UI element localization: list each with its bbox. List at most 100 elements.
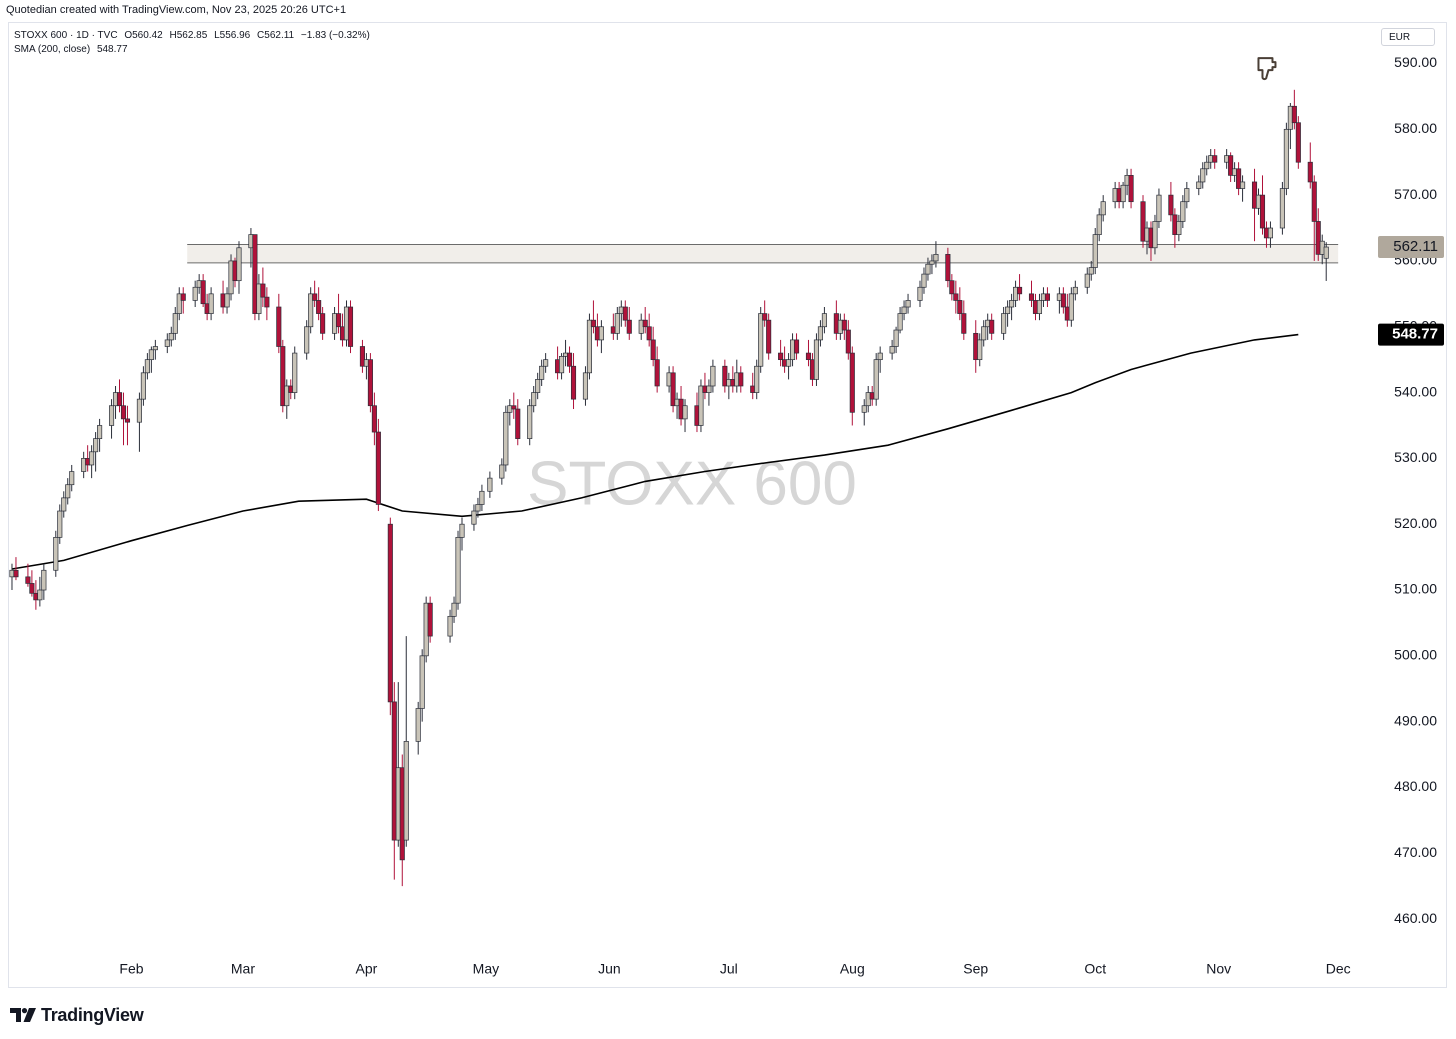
candle — [347, 300, 354, 354]
y-tick-label: 530.00 — [1394, 449, 1437, 465]
resistance-zone-layer — [187, 243, 1339, 264]
candle — [1267, 221, 1274, 248]
tradingview-brand[interactable]: TradingView — [10, 1004, 144, 1026]
candle-body — [120, 405, 127, 420]
candle — [893, 326, 899, 354]
candle — [451, 596, 457, 623]
candle — [849, 346, 855, 426]
candle-body — [543, 359, 549, 367]
candle-body — [320, 313, 326, 334]
candle — [69, 464, 75, 492]
candle-body — [29, 583, 35, 594]
candle — [312, 280, 318, 308]
candle-body — [292, 352, 298, 393]
candle-body — [503, 411, 509, 466]
candle-body — [590, 319, 596, 328]
candle — [598, 320, 604, 354]
candle-body — [308, 293, 314, 328]
candle-body — [889, 346, 895, 354]
candle-body — [698, 385, 704, 426]
candle — [459, 517, 465, 551]
candle-body — [37, 589, 43, 601]
y-tick-label: 510.00 — [1394, 581, 1437, 597]
legend-sma-row: SMA (200, close) 548.77 — [14, 43, 374, 57]
candle-body — [69, 471, 75, 486]
candle-body — [1005, 306, 1011, 314]
candle — [543, 353, 549, 373]
candle — [375, 418, 381, 512]
candle-body — [566, 352, 573, 367]
y-axis[interactable]: 590.00580.00570.00560.00550.00540.00530.… — [1394, 54, 1437, 926]
candle-body — [805, 352, 812, 361]
candle — [626, 307, 632, 340]
candle-body — [1140, 201, 1146, 242]
candle-body — [1176, 221, 1182, 235]
candle-body — [905, 300, 911, 308]
candle-body — [945, 254, 951, 282]
candle-body — [144, 359, 150, 374]
y-tick-label: 520.00 — [1394, 515, 1437, 531]
currency-selector[interactable]: EUR — [1381, 28, 1435, 46]
candle-body — [539, 365, 545, 380]
candle — [845, 320, 851, 360]
legend-sma-label[interactable]: SMA (200, close) — [14, 44, 91, 55]
candlestick-chart[interactable]: STOXX 600 590.00580.00570.00560.00550.00… — [0, 0, 1456, 1000]
candle — [487, 471, 493, 498]
candle-body — [1228, 155, 1234, 176]
x-axis[interactable]: Feb Mar Apr May Jun Jul Aug Sep Oct Nov Dec — [119, 961, 1350, 977]
candle — [292, 346, 298, 400]
candle — [1096, 208, 1102, 242]
candle — [877, 346, 883, 373]
candle — [889, 339, 895, 360]
candle-body — [650, 339, 656, 361]
candle-body — [1072, 286, 1078, 295]
candle — [140, 366, 146, 406]
candle — [961, 300, 967, 340]
candle — [479, 484, 485, 512]
last-price-label-text: 562.11 — [1393, 238, 1438, 255]
candle — [256, 274, 262, 321]
candle-body — [152, 346, 158, 351]
legend-symbol[interactable]: STOXX 600 · 1D · TVC — [14, 30, 118, 41]
candle — [116, 379, 123, 413]
candle-body — [921, 273, 927, 288]
candle — [499, 458, 505, 485]
candle-body — [793, 339, 800, 354]
candle — [981, 320, 987, 347]
candle-body — [929, 260, 935, 265]
candle — [359, 339, 365, 373]
candle-body — [845, 329, 851, 354]
candle — [1001, 307, 1007, 340]
candle — [29, 570, 35, 597]
candle-body — [646, 326, 652, 341]
candle — [252, 234, 258, 321]
y-tick-label: 460.00 — [1394, 910, 1437, 926]
candle-body — [284, 385, 290, 407]
candle — [817, 320, 823, 347]
candle — [1168, 181, 1174, 222]
candle-body — [626, 319, 632, 334]
candle-body — [1200, 168, 1206, 183]
candle-body — [1291, 105, 1297, 124]
candle — [861, 399, 867, 426]
candle — [698, 379, 704, 433]
candle-body — [849, 352, 855, 413]
candle-body — [877, 352, 883, 361]
candle-body — [471, 510, 477, 525]
candle — [1072, 280, 1078, 301]
candle — [925, 257, 931, 281]
candle — [1152, 214, 1158, 255]
candle-body — [1001, 313, 1007, 334]
candle-body — [375, 431, 381, 505]
candle-body — [53, 537, 59, 571]
x-tick-label: May — [473, 961, 499, 977]
candle — [120, 392, 127, 446]
candle-body — [622, 306, 628, 321]
candle-body — [989, 319, 995, 334]
candle — [559, 353, 565, 380]
candle — [841, 313, 847, 340]
candle-body — [367, 359, 373, 407]
candle — [977, 333, 983, 367]
candle-body — [897, 313, 903, 331]
candle — [1128, 168, 1134, 209]
